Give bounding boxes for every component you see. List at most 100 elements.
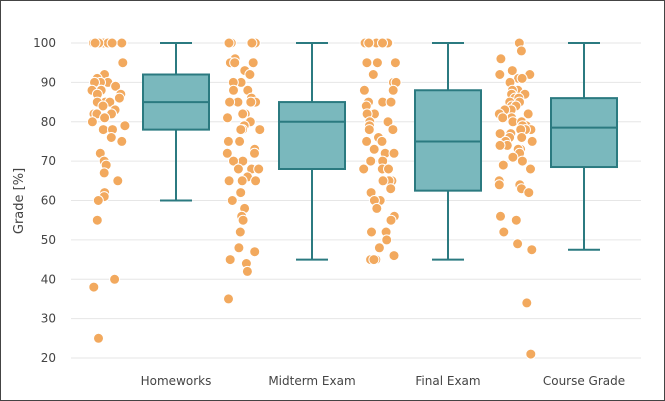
data-point [235,187,247,199]
data-point [233,242,245,254]
data-point [389,57,401,69]
data-point [105,132,117,143]
data-point [371,202,383,214]
data-point [249,246,261,258]
data-point [109,273,121,285]
data-point [373,242,385,254]
data-point [494,69,506,80]
data-point [493,179,505,191]
data-point [223,175,235,187]
data-point [388,250,400,262]
data-point [382,116,394,128]
category-label: Course Grade [543,374,625,388]
group-midterm-exam [221,37,346,305]
iqr-box [550,97,618,169]
data-point [385,96,397,108]
data-point [494,128,506,140]
data-point [86,116,98,128]
data-point [515,45,527,57]
data-point [522,108,534,120]
data-point [116,135,128,147]
data-point [245,96,257,108]
data-point [494,139,506,151]
data-point [222,112,233,124]
data-point [98,167,110,179]
data-point [234,226,246,238]
data-point [249,147,260,159]
y-axis-title: Grade [%] [12,168,27,234]
data-point [497,112,509,124]
data-point [358,84,370,96]
y-tick-label: 70 [41,154,56,168]
y-tick-label: 20 [41,351,56,365]
data-point [525,163,536,175]
data-point [366,226,377,238]
iqr-box [278,101,346,170]
data-point [99,112,111,124]
data-point [526,244,538,256]
data-point [221,147,233,159]
data-point [365,155,377,167]
data-point [223,293,234,305]
data-point [88,281,100,293]
data-point [376,135,388,147]
data-point [119,120,131,132]
data-point [377,37,388,49]
category-label: Homeworks [141,374,212,388]
data-point [237,108,249,120]
y-tick-label: 100 [33,36,56,50]
data-point [250,175,262,187]
data-point [358,163,370,175]
data-point [377,175,389,187]
data-point [498,226,510,238]
data-point [387,124,399,136]
data-point [92,195,104,206]
data-point [525,348,537,360]
data-point [117,57,129,69]
data-point [363,124,375,136]
data-point [510,214,522,226]
group-homeworks [86,37,210,344]
data-point [91,214,103,226]
data-point [226,195,238,206]
y-tick-labels: 20 30 40 50 60 70 80 90 100 [33,36,56,365]
data-point [388,147,400,159]
data-point [507,151,519,163]
y-tick-label: 90 [41,75,56,89]
data-point [361,57,373,69]
data-point [521,297,533,309]
data-point [516,72,528,84]
category-label: Final Exam [415,374,480,388]
data-point [516,132,528,143]
data-point [229,57,241,69]
data-point [232,163,244,175]
data-point [367,69,379,80]
y-tick-label: 30 [41,312,56,326]
data-point [363,37,375,49]
y-tick-label: 80 [41,115,56,129]
data-point [241,265,253,277]
data-point [254,124,266,136]
data-point [223,37,235,49]
data-point [253,163,265,175]
data-point [234,135,246,147]
data-point [93,332,104,344]
data-point [368,254,380,266]
data-point [516,155,528,167]
y-tick-label: 60 [41,194,56,208]
data-point [381,234,393,246]
data-point [89,37,101,49]
data-point [228,155,239,167]
data-point [113,92,125,104]
data-point [246,37,258,49]
data-point [387,84,399,96]
data-point [385,183,397,195]
data-point [116,37,128,49]
data-point [236,175,248,187]
data-point [526,135,538,147]
data-point [224,254,236,266]
data-point [497,159,509,171]
data-point [506,65,518,77]
